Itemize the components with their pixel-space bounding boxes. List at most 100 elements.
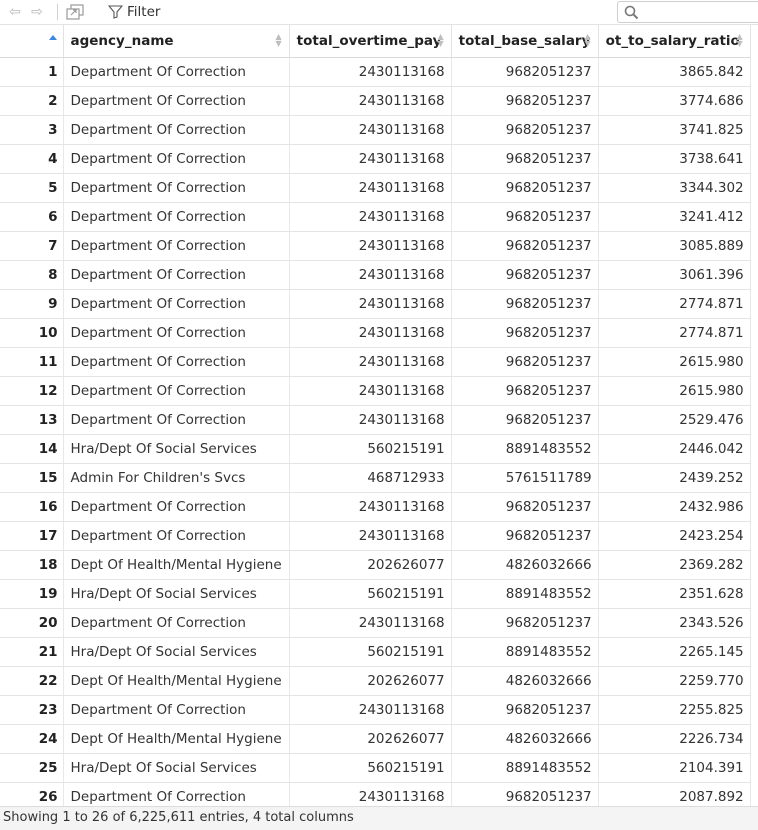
cell-total-base-salary: 9682051237 xyxy=(451,289,599,319)
cell-ot-to-salary-ratio: 2423.254 xyxy=(598,521,751,551)
table-row: 6 Department Of Correction 2430113168 96820… xyxy=(0,202,751,232)
table-row: 24 Dept Of Health/Mental Hygiene 202626077… xyxy=(0,724,751,754)
cell-ot-to-salary-ratio: 2615.980 xyxy=(598,376,751,406)
sort-ascending-icon xyxy=(49,35,57,40)
arrow-right-icon[interactable]: ⇨ xyxy=(31,4,43,20)
column-header-total-overtime-pay[interactable]: total_overtime_pay ▲ ▼ xyxy=(289,25,452,58)
row-number: 19 xyxy=(0,579,64,609)
table-row: 15 Admin For Children's Svcs 468712933 5761… xyxy=(0,463,751,493)
cell-ot-to-salary-ratio: 2259.770 xyxy=(598,666,751,696)
row-number: 2 xyxy=(0,86,64,116)
cell-total-base-salary: 9682051237 xyxy=(451,376,599,406)
cell-total-overtime-pay: 2430113168 xyxy=(289,231,452,261)
sort-icon: ▲ ▼ xyxy=(584,32,591,48)
row-number: 22 xyxy=(0,666,64,696)
cell-agency-name: Department Of Correction xyxy=(63,318,290,348)
table-row: 4 Department Of Correction 2430113168 96820… xyxy=(0,144,751,174)
column-header-total-base-salary[interactable]: total_base_salary ▲ ▼ xyxy=(451,25,599,58)
cell-agency-name: Hra/Dept Of Social Services xyxy=(63,637,290,667)
cell-ot-to-salary-ratio: 2439.252 xyxy=(598,463,751,493)
table-row: 19 Hra/Dept Of Social Services 560215191 88… xyxy=(0,579,751,609)
cell-total-overtime-pay: 202626077 xyxy=(289,724,452,754)
filter-button[interactable]: Filter xyxy=(108,3,160,21)
search-input[interactable] xyxy=(642,3,756,21)
table-row: 12 Department Of Correction 2430113168 9682… xyxy=(0,376,751,406)
cell-agency-name: Department Of Correction xyxy=(63,608,290,638)
column-header-agency-name[interactable]: agency_name ▲ ▼ xyxy=(63,25,290,58)
cell-ot-to-salary-ratio: 2104.391 xyxy=(598,753,751,783)
cell-total-base-salary: 9682051237 xyxy=(451,521,599,551)
column-header-label: total_base_salary xyxy=(458,33,591,49)
table-row: 2 Department Of Correction 2430113168 96820… xyxy=(0,86,751,116)
table-row: 11 Department Of Correction 2430113168 9682… xyxy=(0,347,751,377)
cell-total-overtime-pay: 2430113168 xyxy=(289,405,452,435)
table-row: 8 Department Of Correction 2430113168 96820… xyxy=(0,260,751,290)
row-number: 24 xyxy=(0,724,64,754)
cell-agency-name: Department Of Correction xyxy=(63,202,290,232)
cell-total-base-salary: 4826032666 xyxy=(451,724,599,754)
cell-ot-to-salary-ratio: 2087.892 xyxy=(598,782,751,806)
column-header-ot-to-salary-ratio[interactable]: ot_to_salary_ratio ▲ ▼ xyxy=(598,25,751,58)
cell-total-base-salary: 9682051237 xyxy=(451,86,599,116)
cell-agency-name: Department Of Correction xyxy=(63,492,290,522)
cell-total-overtime-pay: 2430113168 xyxy=(289,57,452,87)
cell-total-base-salary: 8891483552 xyxy=(451,753,599,783)
cell-total-base-salary: 9682051237 xyxy=(451,57,599,87)
row-number: 17 xyxy=(0,521,64,551)
cell-agency-name: Department Of Correction xyxy=(63,347,290,377)
filter-icon xyxy=(108,5,123,19)
row-number: 7 xyxy=(0,231,64,261)
cell-total-overtime-pay: 560215191 xyxy=(289,753,452,783)
cell-ot-to-salary-ratio: 2226.734 xyxy=(598,724,751,754)
table-row: 26 Department Of Correction 2430113168 9682… xyxy=(0,782,751,806)
cell-agency-name: Department Of Correction xyxy=(63,782,290,806)
cell-ot-to-salary-ratio: 2369.282 xyxy=(598,550,751,580)
cell-ot-to-salary-ratio: 2255.825 xyxy=(598,695,751,725)
sort-icon: ▲ ▼ xyxy=(275,32,282,48)
table-row: 18 Dept Of Health/Mental Hygiene 202626077… xyxy=(0,550,751,580)
data-grid: agency_name ▲ ▼ total_overtime_pay ▲ ▼ total… xyxy=(0,25,758,806)
row-number: 5 xyxy=(0,173,64,203)
cell-agency-name: Department Of Correction xyxy=(63,86,290,116)
row-number: 21 xyxy=(0,637,64,667)
row-number: 13 xyxy=(0,405,64,435)
search-box[interactable] xyxy=(617,1,758,23)
status-bar: Showing 1 to 26 of 6,225,611 entries, 4 … xyxy=(0,806,758,830)
table-row: 7 Department Of Correction 2430113168 96820… xyxy=(0,231,751,261)
cell-total-overtime-pay: 2430113168 xyxy=(289,289,452,319)
cell-agency-name: Department Of Correction xyxy=(63,695,290,725)
cell-agency-name: Department Of Correction xyxy=(63,231,290,261)
cell-agency-name: Department Of Correction xyxy=(63,260,290,290)
arrow-left-icon[interactable]: ⇦ xyxy=(9,4,21,20)
cell-ot-to-salary-ratio: 3241.412 xyxy=(598,202,751,232)
cell-total-overtime-pay: 2430113168 xyxy=(289,173,452,203)
cell-total-base-salary: 4826032666 xyxy=(451,550,599,580)
table-row: 23 Department Of Correction 2430113168 9682… xyxy=(0,695,751,725)
cell-ot-to-salary-ratio: 3741.825 xyxy=(598,115,751,145)
table-row: 25 Hra/Dept Of Social Services 560215191 88… xyxy=(0,753,751,783)
cell-ot-to-salary-ratio: 2774.871 xyxy=(598,289,751,319)
cell-agency-name: Hra/Dept Of Social Services xyxy=(63,753,290,783)
cell-ot-to-salary-ratio: 3344.302 xyxy=(598,173,751,203)
cell-agency-name: Department Of Correction xyxy=(63,376,290,406)
cell-total-base-salary: 9682051237 xyxy=(451,202,599,232)
row-number: 8 xyxy=(0,260,64,290)
cell-total-base-salary: 9682051237 xyxy=(451,782,599,806)
cell-agency-name: Department Of Correction xyxy=(63,405,290,435)
cell-total-base-salary: 4826032666 xyxy=(451,666,599,696)
row-number: 4 xyxy=(0,144,64,174)
cell-total-base-salary: 9682051237 xyxy=(451,695,599,725)
cell-ot-to-salary-ratio: 2351.628 xyxy=(598,579,751,609)
table-row: 21 Hra/Dept Of Social Services 560215191 88… xyxy=(0,637,751,667)
cell-agency-name: Department Of Correction xyxy=(63,144,290,174)
popout-window-icon[interactable] xyxy=(66,4,84,20)
cell-total-overtime-pay: 2430113168 xyxy=(289,347,452,377)
column-header-label: ot_to_salary_ratio xyxy=(605,33,740,49)
row-number: 26 xyxy=(0,782,64,806)
table-row: 1 Department Of Correction 2430113168 96820… xyxy=(0,57,751,87)
row-number-header[interactable] xyxy=(0,25,64,58)
table-row: 17 Department Of Correction 2430113168 9682… xyxy=(0,521,751,551)
table-row: 20 Department Of Correction 2430113168 9682… xyxy=(0,608,751,638)
table-row: 9 Department Of Correction 2430113168 96820… xyxy=(0,289,751,319)
cell-ot-to-salary-ratio: 2432.986 xyxy=(598,492,751,522)
